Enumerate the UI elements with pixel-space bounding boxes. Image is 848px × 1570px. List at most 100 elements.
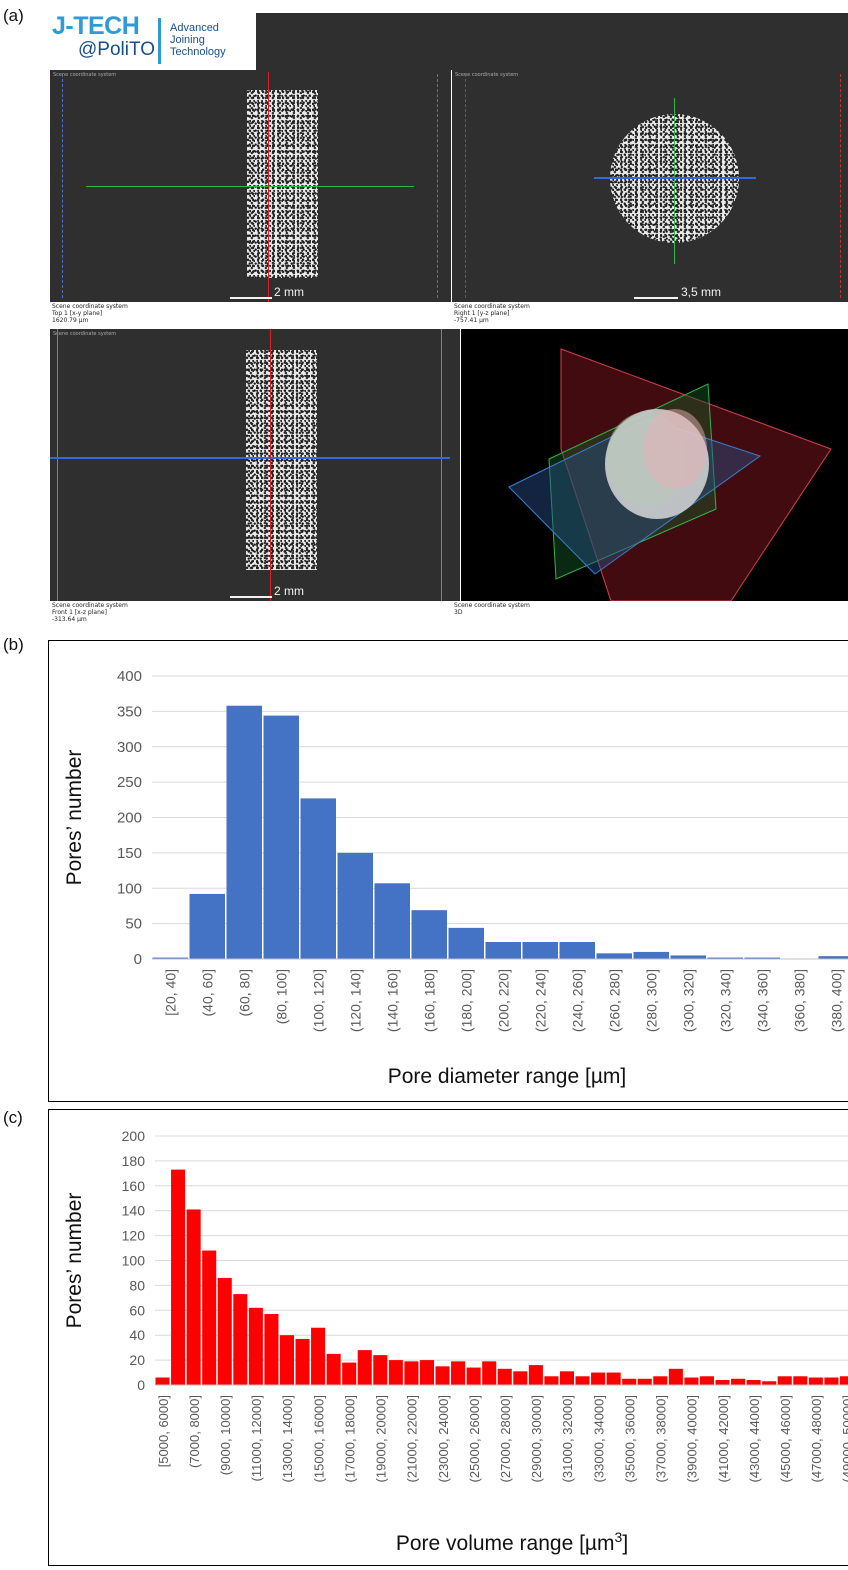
- chart-c-xtick-label: (35000, 36000]: [622, 1395, 637, 1482]
- chart-c-bar: [467, 1368, 481, 1385]
- chart-b-ytick-label: 150: [117, 845, 142, 862]
- chart-c-bar: [171, 1170, 185, 1385]
- view-top-scale-label: 2 mm: [274, 285, 304, 299]
- chart-b-bar: [523, 942, 559, 959]
- chart-b-ytick-label: 400: [117, 668, 142, 685]
- chart-c-bar: [342, 1363, 356, 1385]
- view-top-green-axis: [86, 186, 414, 187]
- chart-c-bar: [280, 1335, 294, 1385]
- chart-b-bar: [412, 910, 448, 959]
- chart-b-bar: [597, 953, 633, 959]
- chart-c-xtick-label: (39000, 40000]: [685, 1395, 700, 1482]
- chart-b-bar: [560, 942, 596, 959]
- chart-c-bar: [498, 1369, 512, 1385]
- chart-b-xtick-label: (140, 160]: [385, 969, 401, 1032]
- logo-polito-text: @PoliTO: [78, 39, 155, 61]
- chart-b-ytick-label: 300: [117, 739, 142, 756]
- chart-c-xtick-label: (7000, 8000]: [187, 1395, 202, 1468]
- chart-c-bar: [793, 1376, 807, 1385]
- view-right-green-axis: [674, 98, 675, 264]
- chart-b-xtick-label: (120, 140]: [348, 969, 364, 1032]
- chart-c-bar: [840, 1376, 848, 1385]
- chart-c-bar: [187, 1209, 201, 1385]
- chart-c-ytick-label: 160: [122, 1178, 146, 1194]
- chart-c-xlabel-end: ]: [622, 1532, 628, 1555]
- chart-c-xtick-label: (33000, 34000]: [591, 1395, 606, 1482]
- chart-c-bar: [420, 1360, 434, 1385]
- chart-c-ytick-label: 120: [122, 1228, 146, 1244]
- chart-b-xtick-label: (220, 240]: [533, 969, 549, 1032]
- chart-c-ytick-label: 100: [122, 1253, 146, 1269]
- chart-c-bar: [513, 1371, 527, 1385]
- view-front-red-axis: [270, 329, 271, 601]
- chart-b-xtick-label: (180, 200]: [459, 969, 475, 1032]
- chart-c-bar: [778, 1376, 792, 1385]
- chart-c-bar: [218, 1278, 232, 1385]
- chart-c-xtick-label: (45000, 46000]: [778, 1395, 793, 1482]
- view-front-green-right: [441, 329, 442, 601]
- chart-c-bar: [809, 1378, 823, 1385]
- chart-b-xtick-label: (200, 220]: [496, 969, 512, 1032]
- view-top-frame-right: [437, 74, 438, 298]
- chart-b-bar: [486, 942, 522, 959]
- chart-b-ytick-label: 100: [117, 880, 142, 897]
- chart-b-xtick-label: (380, 400]: [829, 969, 845, 1032]
- chart-c-bar: [544, 1376, 558, 1385]
- view-right-frame-right: [840, 74, 841, 298]
- view-front-green-left: [57, 329, 58, 601]
- chart-c-bar: [716, 1380, 730, 1385]
- chart-c-bar: [591, 1373, 605, 1385]
- chart-b-xtick-label: (320, 340]: [718, 969, 734, 1032]
- view-front-sample: [246, 350, 317, 570]
- chart-b-xtick-label: (160, 180]: [422, 969, 438, 1032]
- chart-c-ytick-label: 60: [129, 1302, 145, 1318]
- chart-b-ytick-label: 200: [117, 810, 142, 827]
- chart-c-xtick-label: (17000, 18000]: [342, 1395, 357, 1482]
- chart-c-xtick-label: (23000, 24000]: [436, 1395, 451, 1482]
- chart-b-ylabel: Pores’ number: [63, 750, 86, 886]
- panel-label-c: (c): [3, 1108, 23, 1128]
- chart-c-bar: [529, 1365, 543, 1385]
- chart-c-bar: [700, 1376, 714, 1385]
- view-top-frame-left: [62, 74, 63, 298]
- chart-c-xtick-label: (21000, 22000]: [405, 1395, 420, 1482]
- chart-b-ytick-label: 0: [134, 951, 142, 968]
- chart-c-ylabel: Pores’ number: [63, 1193, 86, 1329]
- chart-c-bar: [202, 1251, 216, 1385]
- view-3d-render: [461, 329, 848, 601]
- chart-c-bar: [296, 1339, 310, 1385]
- logo-divider: [158, 18, 161, 64]
- chart-c-bar: [762, 1381, 776, 1385]
- chart-c-xtick-label: (25000, 26000]: [467, 1395, 482, 1482]
- chart-c-bar: [373, 1355, 387, 1385]
- chart-c-xlabel-sup: 3: [615, 1529, 623, 1545]
- view-front-blue-axis: [50, 457, 450, 459]
- chart-c-bar: [684, 1378, 698, 1385]
- chart-c-xtick-label: (9000, 10000]: [218, 1395, 233, 1475]
- logo-jtech-text: J-TECH: [52, 12, 139, 41]
- logo-advanced: Advanced: [170, 22, 219, 34]
- chart-b-xtick-label: (360, 380]: [792, 969, 808, 1032]
- view-right: Scene coordinate system 3,5 mm: [452, 70, 848, 302]
- chart-b-xtick-label: (300, 320]: [681, 969, 697, 1032]
- chart-b-bar: [634, 952, 670, 959]
- view-front-corner: Scene coordinate system: [53, 331, 116, 337]
- chart-b-ytick-label: 250: [117, 774, 142, 791]
- chart-c-bar: [233, 1294, 247, 1385]
- chart-b-bar: [227, 706, 263, 959]
- view-3d-caption: Scene coordinate system 3D: [454, 602, 530, 616]
- chart-c-bar: [249, 1308, 263, 1385]
- chart-c-xtick-label: (29000, 30000]: [529, 1395, 544, 1482]
- chart-c-ytick-label: 80: [129, 1277, 145, 1293]
- chart-b-xtick-label: (280, 300]: [644, 969, 660, 1032]
- chart-b-xtick-label: (80, 100]: [274, 969, 290, 1024]
- view-top: Scene coordinate system 2 mm: [50, 70, 451, 302]
- view-right-blue-axis: [594, 177, 756, 179]
- view-front-scale-label: 2 mm: [274, 584, 304, 598]
- chart-c-xtick-label: (47000, 48000]: [809, 1395, 824, 1482]
- chart-c-xtick-label: (31000, 32000]: [560, 1395, 575, 1482]
- chart-c-ytick-label: 180: [122, 1153, 146, 1169]
